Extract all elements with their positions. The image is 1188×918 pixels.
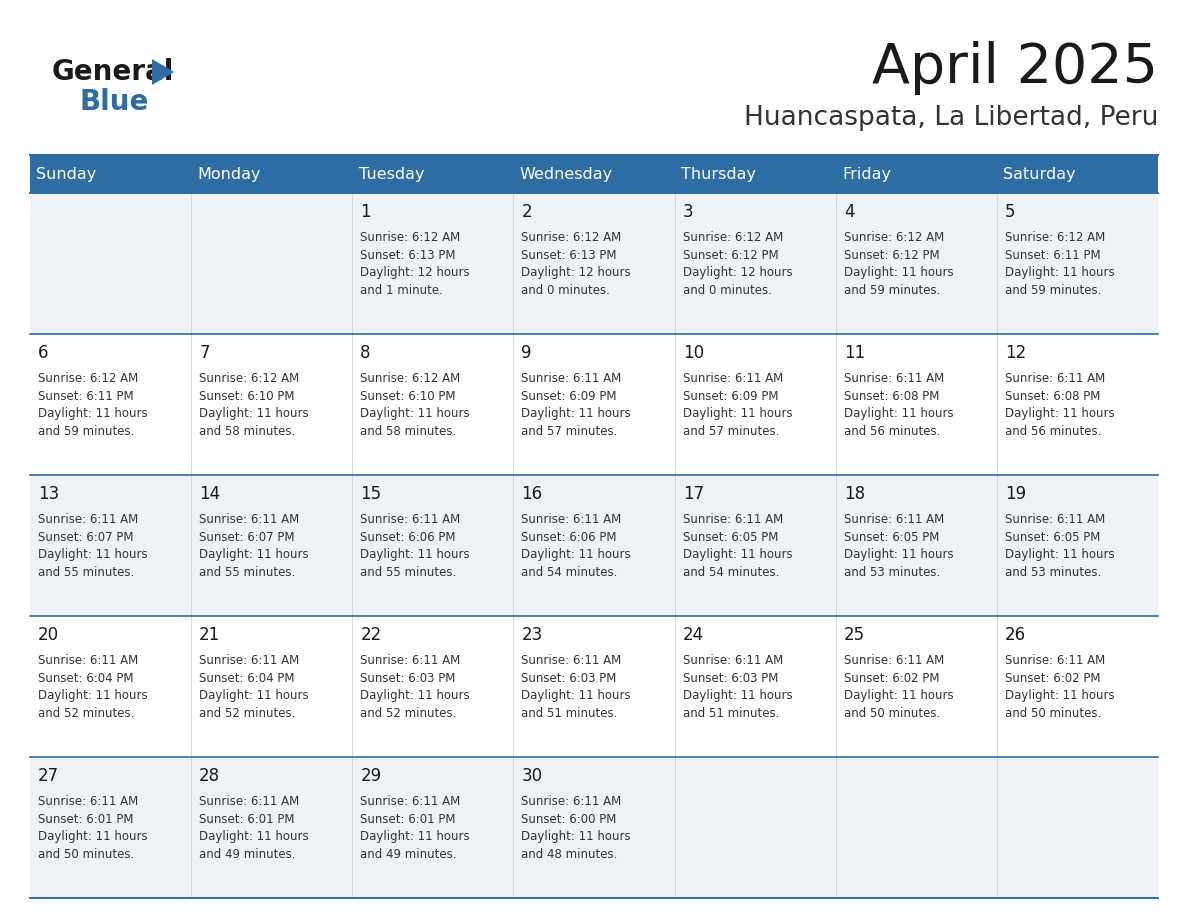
Bar <box>30 193 1158 334</box>
Text: 16: 16 <box>522 485 543 503</box>
Text: Wednesday: Wednesday <box>520 166 613 182</box>
Text: 20: 20 <box>38 626 59 644</box>
Text: 3: 3 <box>683 203 694 221</box>
Text: Sunrise: 6:12 AM
Sunset: 6:11 PM
Daylight: 11 hours
and 59 minutes.: Sunrise: 6:12 AM Sunset: 6:11 PM Dayligh… <box>38 372 147 438</box>
Bar <box>30 334 1158 475</box>
Text: Sunrise: 6:11 AM
Sunset: 6:08 PM
Daylight: 11 hours
and 56 minutes.: Sunrise: 6:11 AM Sunset: 6:08 PM Dayligh… <box>1005 372 1114 438</box>
Text: 9: 9 <box>522 344 532 362</box>
Text: Sunrise: 6:11 AM
Sunset: 6:01 PM
Daylight: 11 hours
and 49 minutes.: Sunrise: 6:11 AM Sunset: 6:01 PM Dayligh… <box>360 795 470 860</box>
Text: 4: 4 <box>843 203 854 221</box>
Text: 11: 11 <box>843 344 865 362</box>
Text: 8: 8 <box>360 344 371 362</box>
Text: Sunrise: 6:11 AM
Sunset: 6:09 PM
Daylight: 11 hours
and 57 minutes.: Sunrise: 6:11 AM Sunset: 6:09 PM Dayligh… <box>683 372 792 438</box>
Text: 28: 28 <box>200 767 220 785</box>
Text: Sunrise: 6:12 AM
Sunset: 6:10 PM
Daylight: 11 hours
and 58 minutes.: Sunrise: 6:12 AM Sunset: 6:10 PM Dayligh… <box>360 372 470 438</box>
Text: 17: 17 <box>683 485 703 503</box>
Text: 2: 2 <box>522 203 532 221</box>
Bar <box>30 475 1158 616</box>
Text: Sunrise: 6:11 AM
Sunset: 6:04 PM
Daylight: 11 hours
and 52 minutes.: Sunrise: 6:11 AM Sunset: 6:04 PM Dayligh… <box>200 654 309 720</box>
Text: Sunrise: 6:11 AM
Sunset: 6:03 PM
Daylight: 11 hours
and 52 minutes.: Sunrise: 6:11 AM Sunset: 6:03 PM Dayligh… <box>360 654 470 720</box>
Text: Sunrise: 6:11 AM
Sunset: 6:09 PM
Daylight: 11 hours
and 57 minutes.: Sunrise: 6:11 AM Sunset: 6:09 PM Dayligh… <box>522 372 631 438</box>
Bar <box>30 616 1158 757</box>
Text: April 2025: April 2025 <box>872 41 1158 95</box>
Text: General: General <box>52 58 175 86</box>
Text: Friday: Friday <box>842 166 891 182</box>
Text: Sunrise: 6:12 AM
Sunset: 6:12 PM
Daylight: 12 hours
and 0 minutes.: Sunrise: 6:12 AM Sunset: 6:12 PM Dayligh… <box>683 231 792 297</box>
Polygon shape <box>152 59 173 85</box>
Text: 21: 21 <box>200 626 221 644</box>
Text: 30: 30 <box>522 767 543 785</box>
Text: Sunrise: 6:12 AM
Sunset: 6:13 PM
Daylight: 12 hours
and 1 minute.: Sunrise: 6:12 AM Sunset: 6:13 PM Dayligh… <box>360 231 470 297</box>
Text: Sunday: Sunday <box>37 166 96 182</box>
Text: Monday: Monday <box>197 166 261 182</box>
Text: 27: 27 <box>38 767 59 785</box>
Text: 6: 6 <box>38 344 49 362</box>
Text: Sunrise: 6:11 AM
Sunset: 6:06 PM
Daylight: 11 hours
and 55 minutes.: Sunrise: 6:11 AM Sunset: 6:06 PM Dayligh… <box>360 513 470 578</box>
Text: Sunrise: 6:11 AM
Sunset: 6:08 PM
Daylight: 11 hours
and 56 minutes.: Sunrise: 6:11 AM Sunset: 6:08 PM Dayligh… <box>843 372 954 438</box>
Text: 26: 26 <box>1005 626 1026 644</box>
Text: 13: 13 <box>38 485 59 503</box>
Text: 24: 24 <box>683 626 703 644</box>
Text: 15: 15 <box>360 485 381 503</box>
Text: Tuesday: Tuesday <box>359 166 424 182</box>
Text: Sunrise: 6:11 AM
Sunset: 6:05 PM
Daylight: 11 hours
and 53 minutes.: Sunrise: 6:11 AM Sunset: 6:05 PM Dayligh… <box>1005 513 1114 578</box>
Text: Sunrise: 6:11 AM
Sunset: 6:06 PM
Daylight: 11 hours
and 54 minutes.: Sunrise: 6:11 AM Sunset: 6:06 PM Dayligh… <box>522 513 631 578</box>
Text: Sunrise: 6:12 AM
Sunset: 6:11 PM
Daylight: 11 hours
and 59 minutes.: Sunrise: 6:12 AM Sunset: 6:11 PM Dayligh… <box>1005 231 1114 297</box>
Text: Sunrise: 6:11 AM
Sunset: 6:04 PM
Daylight: 11 hours
and 52 minutes.: Sunrise: 6:11 AM Sunset: 6:04 PM Dayligh… <box>38 654 147 720</box>
Text: 18: 18 <box>843 485 865 503</box>
Text: Huancaspata, La Libertad, Peru: Huancaspata, La Libertad, Peru <box>744 105 1158 131</box>
Text: Sunrise: 6:11 AM
Sunset: 6:07 PM
Daylight: 11 hours
and 55 minutes.: Sunrise: 6:11 AM Sunset: 6:07 PM Dayligh… <box>38 513 147 578</box>
Text: 7: 7 <box>200 344 210 362</box>
Text: Sunrise: 6:11 AM
Sunset: 6:02 PM
Daylight: 11 hours
and 50 minutes.: Sunrise: 6:11 AM Sunset: 6:02 PM Dayligh… <box>1005 654 1114 720</box>
Text: 25: 25 <box>843 626 865 644</box>
Text: Sunrise: 6:11 AM
Sunset: 6:05 PM
Daylight: 11 hours
and 54 minutes.: Sunrise: 6:11 AM Sunset: 6:05 PM Dayligh… <box>683 513 792 578</box>
Text: 5: 5 <box>1005 203 1016 221</box>
Text: 23: 23 <box>522 626 543 644</box>
Text: 22: 22 <box>360 626 381 644</box>
Bar <box>30 757 1158 898</box>
Text: 12: 12 <box>1005 344 1026 362</box>
Text: Sunrise: 6:11 AM
Sunset: 6:03 PM
Daylight: 11 hours
and 51 minutes.: Sunrise: 6:11 AM Sunset: 6:03 PM Dayligh… <box>683 654 792 720</box>
Text: 1: 1 <box>360 203 371 221</box>
Text: Sunrise: 6:12 AM
Sunset: 6:10 PM
Daylight: 11 hours
and 58 minutes.: Sunrise: 6:12 AM Sunset: 6:10 PM Dayligh… <box>200 372 309 438</box>
Text: Sunrise: 6:11 AM
Sunset: 6:01 PM
Daylight: 11 hours
and 50 minutes.: Sunrise: 6:11 AM Sunset: 6:01 PM Dayligh… <box>38 795 147 860</box>
Text: Saturday: Saturday <box>1004 166 1076 182</box>
Text: Sunrise: 6:11 AM
Sunset: 6:00 PM
Daylight: 11 hours
and 48 minutes.: Sunrise: 6:11 AM Sunset: 6:00 PM Dayligh… <box>522 795 631 860</box>
Text: 29: 29 <box>360 767 381 785</box>
Text: 14: 14 <box>200 485 220 503</box>
Text: Thursday: Thursday <box>681 166 756 182</box>
Text: 10: 10 <box>683 344 703 362</box>
Text: 19: 19 <box>1005 485 1026 503</box>
Text: Sunrise: 6:11 AM
Sunset: 6:07 PM
Daylight: 11 hours
and 55 minutes.: Sunrise: 6:11 AM Sunset: 6:07 PM Dayligh… <box>200 513 309 578</box>
Text: Sunrise: 6:11 AM
Sunset: 6:01 PM
Daylight: 11 hours
and 49 minutes.: Sunrise: 6:11 AM Sunset: 6:01 PM Dayligh… <box>200 795 309 860</box>
Text: Sunrise: 6:11 AM
Sunset: 6:03 PM
Daylight: 11 hours
and 51 minutes.: Sunrise: 6:11 AM Sunset: 6:03 PM Dayligh… <box>522 654 631 720</box>
Bar <box>30 155 1158 193</box>
Text: Sunrise: 6:12 AM
Sunset: 6:12 PM
Daylight: 11 hours
and 59 minutes.: Sunrise: 6:12 AM Sunset: 6:12 PM Dayligh… <box>843 231 954 297</box>
Text: Sunrise: 6:11 AM
Sunset: 6:02 PM
Daylight: 11 hours
and 50 minutes.: Sunrise: 6:11 AM Sunset: 6:02 PM Dayligh… <box>843 654 954 720</box>
Text: Sunrise: 6:11 AM
Sunset: 6:05 PM
Daylight: 11 hours
and 53 minutes.: Sunrise: 6:11 AM Sunset: 6:05 PM Dayligh… <box>843 513 954 578</box>
Text: Blue: Blue <box>80 88 150 116</box>
Text: Sunrise: 6:12 AM
Sunset: 6:13 PM
Daylight: 12 hours
and 0 minutes.: Sunrise: 6:12 AM Sunset: 6:13 PM Dayligh… <box>522 231 631 297</box>
